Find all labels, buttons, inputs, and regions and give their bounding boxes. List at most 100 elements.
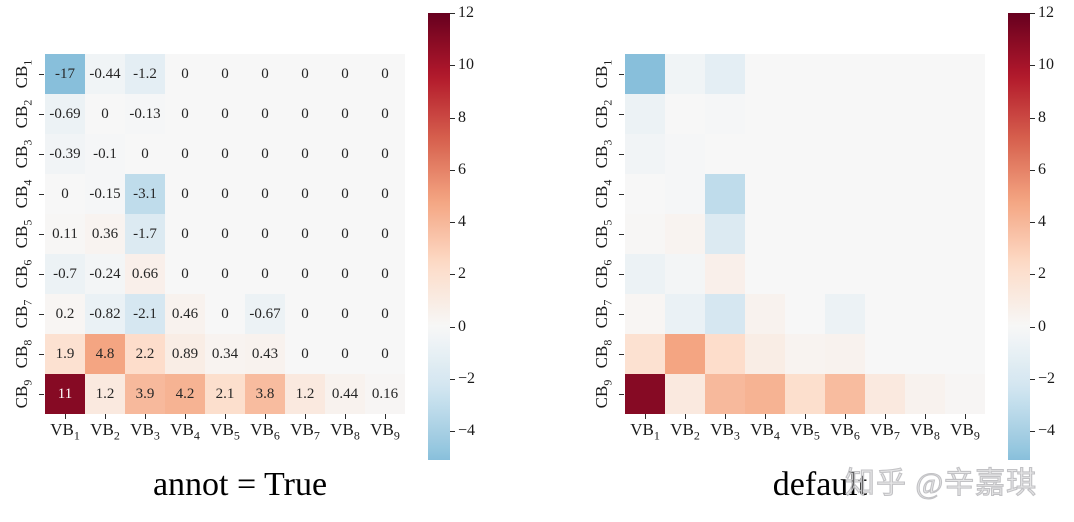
- heatmap-cell: [625, 334, 665, 374]
- x-axis-label: VB6: [250, 420, 280, 443]
- colorbar: [428, 13, 450, 460]
- heatmap-cell: [625, 94, 665, 134]
- heatmap-cell: 0: [285, 334, 325, 374]
- x-axis-tick: [105, 414, 106, 419]
- y-axis-label: CB2: [592, 99, 615, 129]
- panel-caption: annot = True: [152, 466, 328, 503]
- x-axis-label: VB1: [630, 420, 660, 443]
- heatmap-cell: [705, 214, 745, 254]
- heatmap-cell: 0: [365, 94, 405, 134]
- heatmap-cell: -3.1: [125, 174, 165, 214]
- heatmap-cell: [665, 94, 705, 134]
- heatmap-cell: 0: [245, 54, 285, 94]
- heatmap-cell: [945, 214, 985, 254]
- heatmap-grid: -17 -0.44 -1.2 0 0 0 0 0 0 -0.69 0 -0.13 0 0 0 0 0 0 -0.39…: [45, 54, 405, 414]
- panel-caption: default: [772, 466, 868, 503]
- heatmap-cell: [785, 374, 825, 414]
- y-axis-label: CB6: [12, 259, 35, 289]
- heatmap-cell: [705, 334, 745, 374]
- colorbar-tick: [450, 169, 455, 171]
- heatmap-cell: [825, 294, 865, 334]
- heatmap-cell: [905, 294, 945, 334]
- colorbar-tick-label: 2: [458, 265, 466, 283]
- heatmap-cell: [825, 54, 865, 94]
- heatmap-cell: [945, 334, 985, 374]
- y-axis-label: CB4: [592, 179, 615, 209]
- heatmap-cell: 0: [245, 94, 285, 134]
- colorbar-tick-label: −4: [1038, 422, 1056, 440]
- heatmap-cell: 0: [285, 254, 325, 294]
- heatmap-cell: [785, 254, 825, 294]
- heatmap-cell: [705, 254, 745, 294]
- x-axis-label: VB6: [830, 420, 860, 443]
- y-axis-tick: [39, 394, 44, 395]
- heatmap-cell: [905, 54, 945, 94]
- heatmap-cell: 11: [45, 374, 85, 414]
- heatmap-cell: 0: [365, 174, 405, 214]
- y-axis-tick: [619, 394, 624, 395]
- heatmap-cell: -0.67: [245, 294, 285, 334]
- heatmap-cell: 0: [365, 134, 405, 174]
- y-axis-tick: [619, 354, 624, 355]
- heatmap-cell: [865, 254, 905, 294]
- heatmap-cell: [625, 294, 665, 334]
- heatmap-cell: -1.7: [125, 214, 165, 254]
- heatmap-cell: [825, 334, 865, 374]
- heatmap-cell: 0.11: [45, 214, 85, 254]
- heatmap-cell: 0: [325, 214, 365, 254]
- heatmap-cell: -2.1: [125, 294, 165, 334]
- colorbar-tick-label: 0: [1038, 317, 1046, 335]
- heatmap-cell: 0: [205, 54, 245, 94]
- heatmap-cell: [865, 94, 905, 134]
- heatmap-cell: -0.13: [125, 94, 165, 134]
- heatmap-cell: 0: [285, 174, 325, 214]
- x-axis-label: VB3: [710, 420, 740, 443]
- colorbar-tick-label: 2: [1038, 265, 1046, 283]
- y-axis-label: CB5: [592, 219, 615, 249]
- heatmap-cell: [945, 254, 985, 294]
- heatmap-cell: [865, 174, 905, 214]
- heatmap-cell: 0: [205, 174, 245, 214]
- heatmap-cell: [825, 374, 865, 414]
- x-axis-label: VB4: [750, 420, 780, 443]
- colorbar-tick: [1030, 326, 1035, 328]
- heatmap-panel-default: default CB1 CB2 CB3 CB4 CB5 CB6 CB7 CB8 CB9 VB1 VB…: [580, 0, 1060, 522]
- heatmap-cell: -0.44: [85, 54, 125, 94]
- heatmap-cell: 0: [165, 254, 205, 294]
- heatmap-cell: [865, 134, 905, 174]
- heatmap-cell: 2.1: [205, 374, 245, 414]
- heatmap-cell: [945, 174, 985, 214]
- y-axis-tick: [39, 154, 44, 155]
- heatmap-cell: 0: [165, 214, 205, 254]
- heatmap-cell: 3.8: [245, 374, 285, 414]
- heatmap-cell: -17: [45, 54, 85, 94]
- heatmap-panel-annot-true: annot = True -17 -0.44 -1.2 0 0 0 0 0 0 -0.69 0 -0.…: [0, 0, 480, 522]
- heatmap-cell: -1.2: [125, 54, 165, 94]
- heatmap-cell: 0: [165, 94, 205, 134]
- y-axis-label: CB3: [592, 139, 615, 169]
- heatmap-cell: [745, 294, 785, 334]
- heatmap-cell: -0.1: [85, 134, 125, 174]
- y-axis-label: CB9: [592, 379, 615, 409]
- x-axis-label: VB9: [370, 420, 400, 443]
- heatmap-cell: 0: [365, 54, 405, 94]
- heatmap-cell: 0.46: [165, 294, 205, 334]
- x-axis-tick: [885, 414, 886, 419]
- x-axis-label: VB1: [50, 420, 80, 443]
- colorbar-tick: [450, 431, 455, 433]
- x-axis-label: VB7: [290, 420, 320, 443]
- heatmap-cell: 0: [365, 254, 405, 294]
- colorbar-tick-label: −2: [458, 369, 476, 387]
- colorbar-tick-label: 0: [458, 317, 466, 335]
- heatmap-cell: [745, 174, 785, 214]
- heatmap-cell: [905, 94, 945, 134]
- heatmap-cell: 0: [245, 254, 285, 294]
- heatmap-cell: 1.2: [85, 374, 125, 414]
- colorbar-tick-label: 6: [458, 160, 466, 178]
- colorbar-tick-label: 10: [458, 56, 474, 74]
- colorbar-tick: [1030, 222, 1035, 224]
- colorbar: [1008, 13, 1030, 460]
- heatmap-cell: [905, 334, 945, 374]
- y-axis-label: CB7: [12, 299, 35, 329]
- heatmap-cell: [745, 214, 785, 254]
